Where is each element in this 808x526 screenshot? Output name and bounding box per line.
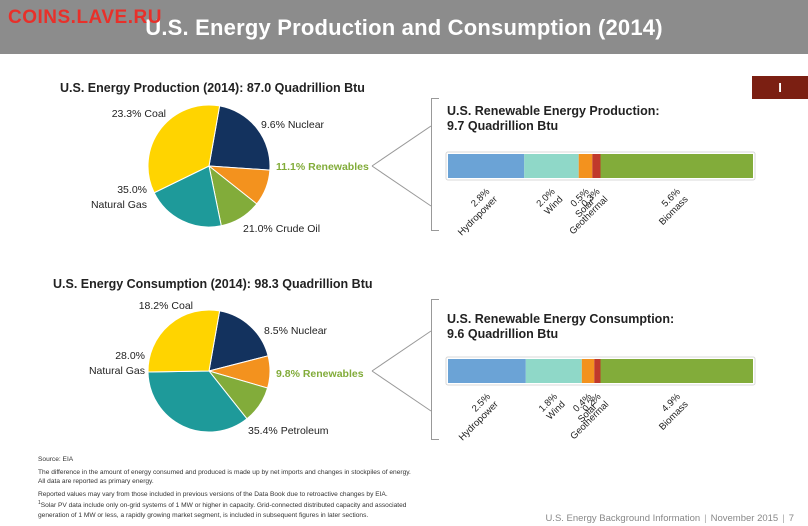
footnote-sup: 1 — [38, 500, 41, 507]
footer-doc: U.S. Energy Background Information — [545, 513, 701, 524]
header-bar: U.S. Energy Production and Consumption (… — [0, 0, 808, 54]
stack-label-wind: 1.8%Wind — [537, 391, 568, 422]
stack-segment-geothermal — [594, 359, 601, 383]
pie-slice-petroleum — [147, 370, 248, 433]
footnote-line3: Reported values may vary from those incl… — [38, 490, 388, 498]
pie-slice-natural-gas — [147, 309, 221, 373]
footer-separator: | — [782, 513, 785, 524]
pie-label-renewables: 9.8% Renewables — [276, 368, 364, 380]
pie-label-natural-gas: Natural Gas — [91, 199, 147, 211]
footnote-line2: All data are reported as primary energy. — [38, 478, 154, 486]
production-renewable-title: U.S. Renewable Energy Production: 9.7 Qu… — [447, 104, 660, 134]
stack-segment-solar — [578, 154, 593, 178]
section-tab: I — [752, 76, 808, 99]
stack-segment-wind — [524, 154, 579, 178]
footer: U.S. Energy Background Information | Novem… — [545, 513, 794, 524]
pie-label-renewables: 11.1% Renewables — [276, 161, 369, 173]
stack-label-wind: 2.0%Wind — [535, 186, 566, 217]
pie-label-natural-gas-value: 28.0% — [115, 350, 145, 362]
footnote-line5: generation of 1 MW or less, a rapidly gr… — [38, 512, 369, 520]
footnote-source: Source: EIA — [38, 456, 74, 463]
footer-separator: | — [704, 513, 707, 524]
footnote-line1: The difference in the amount of energy c… — [38, 468, 411, 476]
consumption-renewable-title-line2: 9.6 Quadrillion Btu — [447, 327, 559, 341]
stack-label-biomass: 5.6%Biomass — [649, 186, 691, 228]
stack-label-hydropower: 2.8%Hydropower — [448, 186, 500, 238]
pie-slice-coal — [208, 105, 271, 171]
production-bracket — [431, 98, 439, 231]
stack-label-solar-superscript: 1 — [591, 398, 599, 406]
pie-label-petroleum: 35.4% Petroleum — [248, 425, 329, 437]
production-renewable-title-line1: U.S. Renewable Energy Production: — [447, 104, 660, 118]
consumption-renewable-title-line1: U.S. Renewable Energy Consumption: — [447, 312, 675, 326]
consumption-connector-lower — [371, 370, 432, 412]
pie-label-nuclear: 9.6% Nuclear — [261, 119, 325, 131]
consumption-renewable-title: U.S. Renewable Energy Consumption: 9.6 Q… — [447, 312, 674, 342]
stack-segment-hydropower — [448, 154, 525, 178]
pie-label-natural-gas-value: 35.0% — [117, 184, 147, 196]
stack-label-hydropower: 2.5%Hydropower — [449, 391, 501, 443]
stack-segment-biomass — [600, 154, 753, 178]
consumption-bracket — [431, 299, 439, 440]
production-renewable-title-line2: 9.7 Quadrillion Btu — [447, 119, 559, 133]
production-connector-lower — [371, 165, 432, 207]
footer-date: November 2015 — [710, 513, 779, 524]
stack-segment-biomass — [600, 359, 753, 383]
stack-label-biomass: 4.9%Biomass — [649, 391, 691, 433]
pie-label-nuclear: 8.5% Nuclear — [264, 325, 328, 337]
stack-segment-hydropower — [448, 359, 526, 383]
pie-label-coal: 18.2% Coal — [139, 300, 193, 312]
consumption-connector-upper — [371, 330, 432, 372]
stack-segment-solar — [581, 359, 595, 383]
stack-segment-geothermal — [592, 154, 601, 178]
watermark: COINS.LAVE.RU — [8, 7, 162, 28]
pie-label-coal: 23.3% Coal — [112, 108, 166, 120]
pie-label-crude-oil: 21.0% Crude Oil — [243, 223, 320, 235]
pie-slice-coal — [208, 310, 269, 372]
page-title: U.S. Energy Production and Consumption (… — [145, 15, 663, 40]
stack-label-solar-superscript: 1 — [588, 193, 596, 201]
production-connector-upper — [371, 125, 432, 167]
production-pie-title: U.S. Energy Production (2014): 87.0 Quad… — [60, 81, 365, 95]
footnotes: Source: EIA The difference in the amount… — [38, 455, 488, 521]
stack-segment-wind — [525, 359, 582, 383]
footnote-line4-text: Solar PV data include only on-grid syste… — [40, 502, 407, 510]
consumption-pie-title: U.S. Energy Consumption (2014): 98.3 Qua… — [53, 277, 373, 291]
footer-page: 7 — [788, 513, 794, 524]
pie-slice-natural-gas — [147, 104, 221, 194]
footnote-line4: 1Solar PV data include only on-grid syst… — [38, 499, 488, 511]
pie-slice-crude-oil — [153, 165, 222, 228]
pie-label-natural-gas: Natural Gas — [89, 365, 145, 377]
